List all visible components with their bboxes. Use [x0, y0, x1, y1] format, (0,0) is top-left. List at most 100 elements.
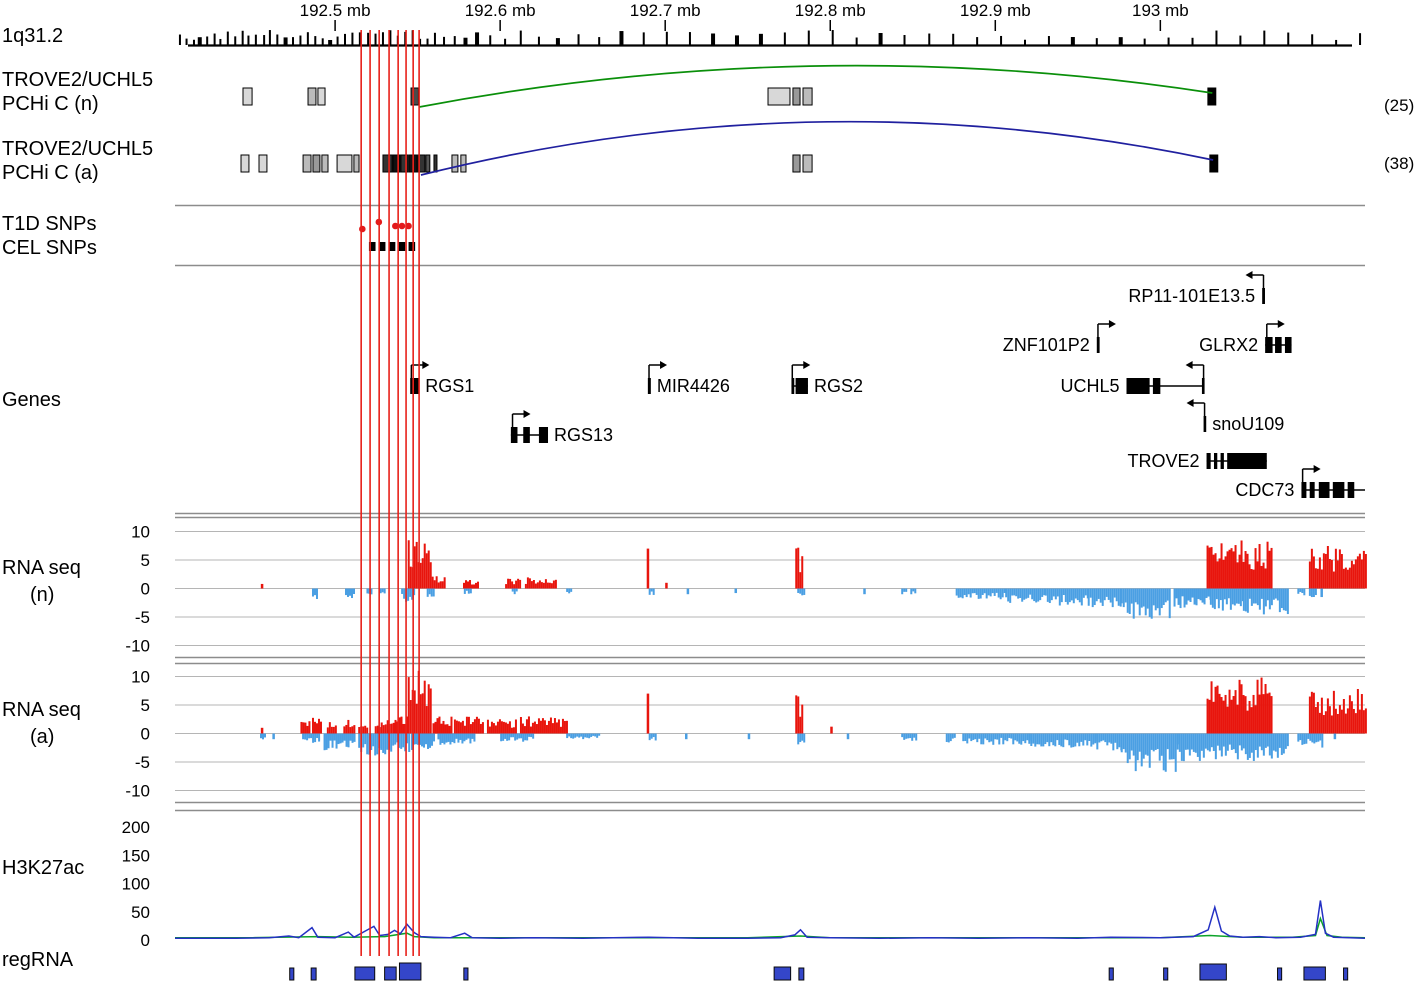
genome-ruler: 192.5 mb 192.6 mb 192.7 mb 192.8 mb 192.9 mb… [178, 1, 1362, 47]
pchic-n-track [242, 64, 1217, 108]
pchic-a-track-fragment [312, 154, 321, 173]
pchic-a-track-fragment [1209, 154, 1219, 173]
h3k27ac-ytick-label: 200 [122, 818, 150, 837]
rna-seq-n-ytick-label: 10 [131, 523, 150, 542]
pchic-a-track-fragment [792, 154, 801, 173]
regrna-box [289, 967, 295, 981]
axis-tick-label: 193 mb [1132, 1, 1189, 20]
t1d-snp-dot [392, 222, 399, 230]
regrna-box [463, 967, 469, 981]
rna-seq-a-ytick-label: 0 [141, 725, 150, 744]
gene-tss-arrow [1108, 320, 1116, 328]
pchic-n-track-fragment [410, 87, 419, 106]
pchic-a-track-fragment [336, 154, 353, 173]
gene-exon [1275, 337, 1282, 353]
rnaseq-n-label-line2: (n) [30, 584, 55, 606]
gene-exon [1213, 453, 1218, 469]
axis-tick-label: 192.9 mb [960, 1, 1031, 20]
rna-seq-n-signal [260, 540, 1367, 619]
axis-tick-label: 192.6 mb [465, 1, 536, 20]
gene-znf101p2: ZNF101P2 [1003, 320, 1116, 355]
regrna-box [1163, 967, 1169, 981]
gene-trove2: TROVE2 [1128, 451, 1267, 471]
gene-cdc73: CDC73 [1235, 465, 1365, 500]
pchic-n-label-line1: TROVE2/UCHL5 [2, 69, 154, 91]
gene-exon [791, 378, 795, 394]
gene-exon [1347, 482, 1355, 498]
pchic-a-track-fragment [258, 154, 268, 173]
axis-tick-label: 192.5 mb [300, 1, 371, 20]
rna-seq-n-ytick-label: 5 [141, 551, 150, 570]
regrna-box [1303, 966, 1326, 981]
rna-seq-a-grid: 10 5 0 -5 -10 [125, 662, 1365, 804]
locus-label: 1q31.2 [2, 25, 64, 47]
rna-seq-a-ytick-label: -5 [135, 753, 150, 772]
rna-seq-n-ytick-label: -5 [135, 608, 150, 627]
gene-tss-arrow [1185, 361, 1193, 369]
pchic-a-track-fragment [240, 154, 250, 173]
gene-exon [1206, 453, 1211, 469]
axis-tick-label: 192.7 mb [630, 1, 701, 20]
regrna-box [310, 967, 317, 981]
pchic-a-track-fragment [392, 154, 401, 173]
pchic-n-track-fragment [1207, 87, 1217, 106]
gene-label: snoU109 [1212, 414, 1284, 434]
gene-exon [1201, 378, 1205, 394]
regrna-track-label: regRNA [2, 949, 74, 971]
gene-tss-arrow [523, 410, 531, 418]
regrna-box [798, 967, 805, 981]
h3k27ac-ytick-label: 0 [141, 931, 150, 950]
gene-label: RP11-101E13.5 [1128, 286, 1255, 306]
gene-exon [1318, 482, 1330, 498]
h3k27ac-blue-line [175, 900, 1366, 940]
regrna-box [384, 966, 397, 981]
t1d-snps-track [359, 218, 412, 233]
pchic-a-track-fragment [382, 154, 393, 173]
gene-exon [1301, 482, 1307, 498]
gene-uchl5: UCHL5 [1060, 361, 1205, 396]
gene-tss-arrow [660, 361, 668, 369]
gene-tss-arrow [1245, 271, 1253, 279]
gene-snou109: snoU109 [1186, 399, 1284, 434]
pchic-n-track-fragment [242, 87, 253, 106]
gene-exon [1284, 337, 1292, 353]
rnaseq-n-label-line1: RNA seq [2, 557, 81, 579]
pchic-n-track-fragment [792, 87, 801, 106]
gene-tss-arrow [803, 361, 811, 369]
gene-label: UCHL5 [1060, 376, 1119, 396]
pchic-n-interaction-count: (25) [1384, 96, 1415, 115]
pchic-a-track-fragment [433, 154, 438, 173]
rna-seq-a-signal [260, 670, 1367, 772]
rnaseq-a-label-line2: (a) [30, 726, 55, 748]
rna-seq-n-ytick-label: 0 [141, 580, 150, 599]
rna-seq-a-ytick-label: 10 [131, 668, 150, 687]
h3k27ac-ytick-label: 150 [122, 846, 150, 865]
cel-snp-box [388, 242, 396, 251]
regrna-track [289, 962, 1349, 981]
gene-tss-arrow [1313, 465, 1321, 473]
cel-snp-box [408, 242, 416, 251]
gene-exon [1265, 337, 1273, 353]
gene-label: RGS2 [814, 376, 863, 396]
cel-snp-box [368, 242, 376, 251]
gene-exon [1096, 337, 1100, 353]
gene-exon [1309, 482, 1315, 498]
gene-tss-arrow [1277, 320, 1285, 328]
pchic-n-track-fragment [802, 87, 813, 106]
regrna-box [1277, 967, 1283, 981]
pchic-a-track-fragment [460, 154, 467, 173]
pchic-a-track-fragment [353, 154, 360, 173]
t1d-snp-dot [405, 222, 412, 230]
gene-exon [410, 378, 420, 394]
gene-exon [538, 427, 549, 443]
pchic-a-track-fragment [425, 154, 431, 173]
cel-snps-label: CEL SNPs [2, 237, 97, 259]
h3k27ac-ytick-label: 50 [131, 903, 150, 922]
pchic-n-track-fragment [307, 87, 317, 106]
t1d-snp-dot [398, 222, 406, 230]
pchic-a-track-fragment [400, 154, 409, 173]
pchic-a-interaction-count: (38) [1384, 154, 1415, 173]
pchic-a-label-line1: TROVE2/UCHL5 [2, 138, 154, 160]
gene-rp11-101e13-5: RP11-101E13.5 [1128, 271, 1265, 306]
